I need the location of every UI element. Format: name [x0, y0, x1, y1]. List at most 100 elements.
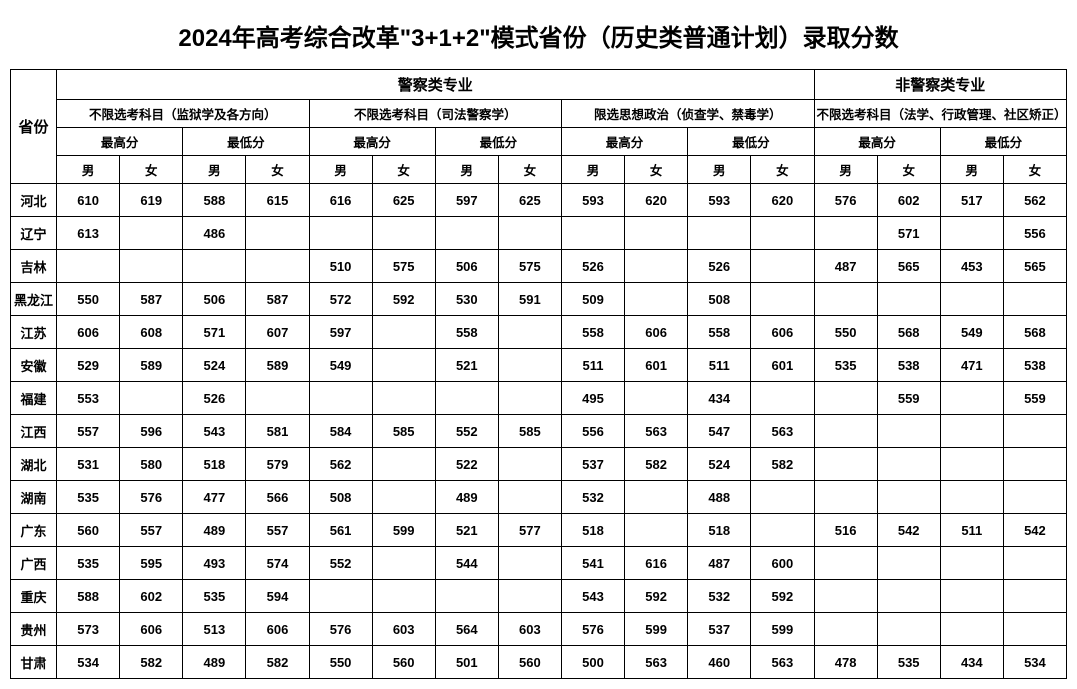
score-cell: 625	[372, 184, 435, 217]
province-cell: 广西	[11, 547, 57, 580]
score-cell: 495	[561, 382, 624, 415]
score-cell: 606	[120, 613, 183, 646]
score-table: 省份 警察类专业 非警察类专业 不限选考科目（监狱学及各方向） 不限选考科目（司…	[10, 69, 1067, 679]
score-cell: 521	[435, 349, 498, 382]
score-cell: 568	[1003, 316, 1066, 349]
score-cell	[751, 514, 814, 547]
score-cell: 574	[246, 547, 309, 580]
score-cell	[877, 547, 940, 580]
score-cell	[498, 547, 561, 580]
score-cell: 526	[183, 382, 246, 415]
score-cell	[498, 349, 561, 382]
score-cell: 582	[120, 646, 183, 679]
province-cell: 吉林	[11, 250, 57, 283]
score-cell	[688, 217, 751, 250]
score-cell: 593	[561, 184, 624, 217]
score-cell: 526	[688, 250, 751, 283]
header-male: 男	[309, 156, 372, 184]
score-cell: 559	[1003, 382, 1066, 415]
header-female: 女	[372, 156, 435, 184]
score-cell: 573	[57, 613, 120, 646]
score-cell: 549	[940, 316, 1003, 349]
score-cell: 487	[814, 250, 877, 283]
table-row: 湖北531580518579562522537582524582	[11, 448, 1067, 481]
score-cell: 547	[688, 415, 751, 448]
score-cell: 550	[57, 283, 120, 316]
score-cell: 582	[625, 448, 688, 481]
score-cell: 576	[814, 184, 877, 217]
score-cell	[625, 481, 688, 514]
score-cell: 592	[372, 283, 435, 316]
header-group-nonpolice: 非警察类专业	[814, 70, 1066, 100]
score-cell: 478	[814, 646, 877, 679]
score-cell	[372, 448, 435, 481]
score-cell: 558	[688, 316, 751, 349]
score-cell	[940, 415, 1003, 448]
score-cell	[751, 217, 814, 250]
score-cell	[246, 382, 309, 415]
header-sub2: 不限选考科目（司法警察学）	[309, 100, 561, 128]
score-cell: 477	[183, 481, 246, 514]
province-cell: 江西	[11, 415, 57, 448]
score-cell	[625, 217, 688, 250]
score-cell: 560	[372, 646, 435, 679]
score-cell: 489	[183, 646, 246, 679]
score-cell: 568	[877, 316, 940, 349]
header-female: 女	[625, 156, 688, 184]
table-row: 吉林510575506575526526487565453565	[11, 250, 1067, 283]
score-cell	[940, 547, 1003, 580]
score-cell: 563	[625, 646, 688, 679]
score-cell: 550	[309, 646, 372, 679]
score-cell: 603	[372, 613, 435, 646]
header-min: 最低分	[435, 128, 561, 156]
score-cell: 592	[751, 580, 814, 613]
score-cell: 538	[1003, 349, 1066, 382]
score-cell: 531	[57, 448, 120, 481]
score-cell	[814, 481, 877, 514]
score-cell: 602	[877, 184, 940, 217]
header-male: 男	[940, 156, 1003, 184]
table-row: 重庆588602535594543592532592	[11, 580, 1067, 613]
score-cell: 535	[814, 349, 877, 382]
score-cell: 532	[561, 481, 624, 514]
score-cell	[940, 217, 1003, 250]
score-cell: 581	[246, 415, 309, 448]
score-cell: 535	[877, 646, 940, 679]
score-cell: 596	[120, 415, 183, 448]
score-cell: 488	[688, 481, 751, 514]
province-cell: 江苏	[11, 316, 57, 349]
score-cell: 602	[120, 580, 183, 613]
score-cell: 592	[625, 580, 688, 613]
score-cell: 613	[57, 217, 120, 250]
score-cell: 535	[183, 580, 246, 613]
score-cell: 594	[246, 580, 309, 613]
score-cell	[1003, 481, 1066, 514]
province-cell: 湖北	[11, 448, 57, 481]
score-cell: 511	[688, 349, 751, 382]
table-row: 福建553526495434559559	[11, 382, 1067, 415]
score-cell	[1003, 283, 1066, 316]
score-cell: 595	[120, 547, 183, 580]
score-cell: 561	[309, 514, 372, 547]
score-cell: 577	[498, 514, 561, 547]
score-cell: 534	[1003, 646, 1066, 679]
table-row: 湖南535576477566508489532488	[11, 481, 1067, 514]
score-cell: 556	[561, 415, 624, 448]
score-cell	[498, 580, 561, 613]
score-cell	[372, 316, 435, 349]
score-cell: 511	[561, 349, 624, 382]
header-province: 省份	[11, 70, 57, 184]
score-cell	[309, 580, 372, 613]
score-cell: 557	[246, 514, 309, 547]
table-row: 安徽52958952458954952151160151160153553847…	[11, 349, 1067, 382]
score-cell	[561, 217, 624, 250]
score-cell: 571	[183, 316, 246, 349]
score-cell	[877, 481, 940, 514]
score-cell: 500	[561, 646, 624, 679]
score-cell: 607	[246, 316, 309, 349]
score-cell: 587	[246, 283, 309, 316]
score-cell	[751, 250, 814, 283]
score-cell	[1003, 613, 1066, 646]
score-cell: 543	[561, 580, 624, 613]
score-cell: 576	[309, 613, 372, 646]
